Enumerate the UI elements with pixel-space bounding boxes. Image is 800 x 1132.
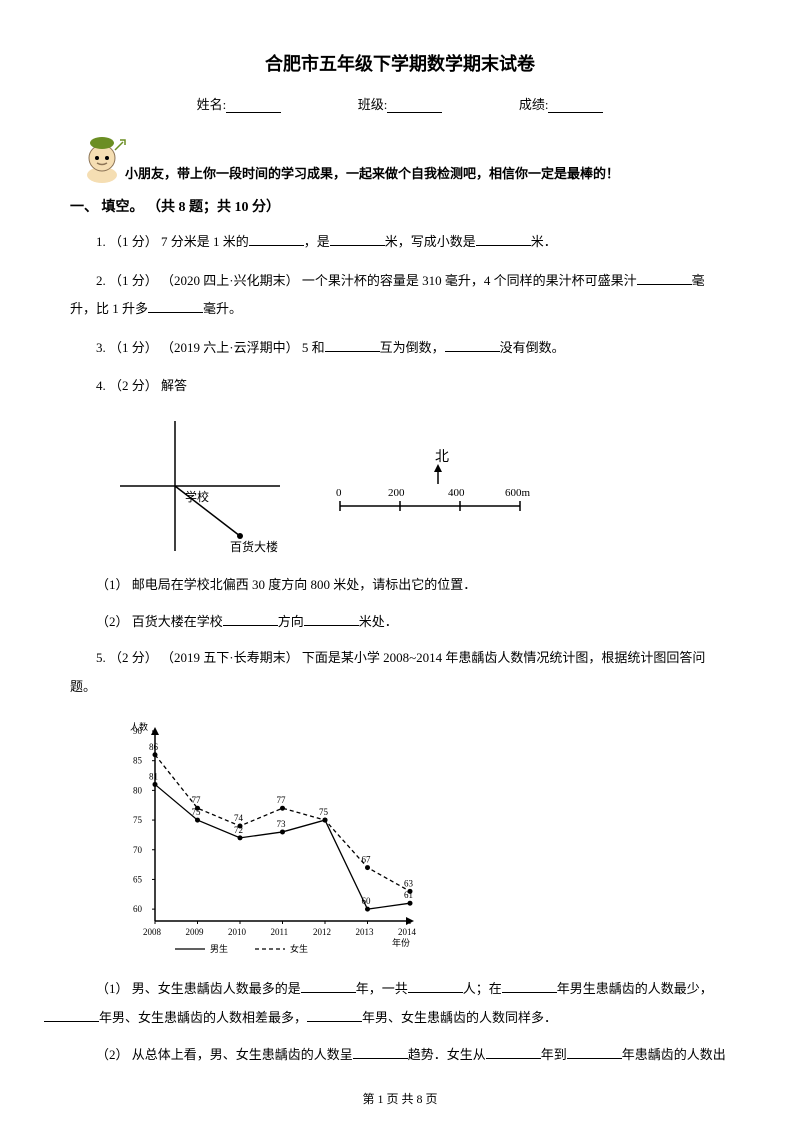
score-label: 成绩: (519, 97, 549, 112)
q5s2-blank-3[interactable] (567, 1046, 622, 1059)
question-2: 2. （1 分） （2020 四上·兴化期末） 一个果汁杯的容量是 310 毫升… (70, 267, 730, 324)
class-blank[interactable] (387, 99, 442, 113)
svg-text:77: 77 (277, 796, 287, 806)
svg-text:年份: 年份 (392, 937, 410, 948)
q4s2-blank-1[interactable] (223, 613, 278, 626)
q5s2-blank-2[interactable] (486, 1046, 541, 1059)
kid-cartoon-icon (75, 130, 130, 185)
q5s1-blank-2[interactable] (408, 980, 463, 993)
svg-text:75: 75 (133, 815, 143, 825)
svg-text:600m: 600m (505, 487, 531, 499)
q5-sub2: （2） 从总体上看，男、女生患龋齿的人数呈趋势．女生从年到年患龋齿的人数出 (70, 1041, 730, 1070)
svg-text:2010: 2010 (228, 927, 247, 937)
q2-blank-2[interactable] (148, 300, 203, 313)
section-heading: 一、 填空。 （共 8 题；共 10 分） (70, 196, 730, 216)
question-3: 3. （1 分） （2019 六上·云浮期中） 5 和互为倒数，没有倒数。 (70, 334, 730, 363)
q5s1-blank-5[interactable] (307, 1009, 362, 1022)
q1-blank-2[interactable] (330, 233, 385, 246)
svg-text:2013: 2013 (356, 927, 375, 937)
name-blank[interactable] (226, 99, 281, 113)
svg-text:200: 200 (388, 487, 405, 499)
svg-text:90: 90 (133, 726, 143, 736)
svg-text:72: 72 (234, 825, 243, 835)
q4-diagram-row: 学校 百货大楼 北 0 200 400 600m (110, 411, 730, 561)
line-chart: 人数年份606570758085902008200920102011201220… (110, 721, 420, 961)
svg-text:2009: 2009 (186, 927, 205, 937)
svg-text:2014: 2014 (398, 927, 417, 937)
scale-diagram: 北 0 200 400 600m (320, 446, 560, 526)
svg-text:0: 0 (336, 487, 342, 499)
page-footer: 第 1 页 共 8 页 (0, 1090, 800, 1107)
question-5: 5. （2 分） （2019 五下·长寿期末） 下面是某小学 2008~2014… (70, 644, 730, 701)
svg-text:2008: 2008 (143, 927, 162, 937)
score-blank[interactable] (548, 99, 603, 113)
question-4: 4. （2 分） 解答 (70, 372, 730, 401)
svg-text:75: 75 (192, 807, 202, 817)
q5-sub1: （1） 男、女生患龋齿人数最多的是年，一共人；在年男生患龋齿的人数最少，年男、女… (70, 975, 730, 1032)
class-label: 班级: (358, 97, 388, 112)
school-diagram: 学校 百货大楼 (110, 411, 290, 561)
q3-blank-1[interactable] (325, 339, 380, 352)
q1-blank-3[interactable] (476, 233, 531, 246)
svg-text:74: 74 (234, 813, 244, 823)
svg-text:80: 80 (133, 786, 143, 796)
svg-text:2011: 2011 (271, 927, 289, 937)
svg-text:男生: 男生 (210, 943, 228, 954)
q4s2-blank-2[interactable] (304, 613, 359, 626)
svg-text:85: 85 (133, 756, 143, 766)
q4-sub2: （2） 百货大楼在学校方向米处． (70, 608, 730, 637)
q2-blank-1[interactable] (637, 272, 692, 285)
svg-text:73: 73 (277, 819, 287, 829)
svg-text:70: 70 (133, 845, 143, 855)
svg-text:86: 86 (149, 742, 159, 752)
q4-sub1: （1） 邮电局在学校北偏西 30 度方向 800 米处，请标出它的位置． (70, 571, 730, 600)
svg-text:400: 400 (448, 487, 465, 499)
svg-text:61: 61 (404, 891, 413, 901)
svg-text:65: 65 (133, 875, 143, 885)
svg-text:81: 81 (149, 772, 158, 782)
svg-text:2012: 2012 (313, 927, 331, 937)
intro-text: 小朋友，带上你一段时间的学习成果，一起来做个自我检测吧，相信你一定是最棒的！ (125, 163, 730, 182)
q5s1-blank-4[interactable] (44, 1009, 99, 1022)
q3-blank-2[interactable] (445, 339, 500, 352)
student-info-line: 姓名: 班级: 成绩: (70, 94, 730, 113)
q5s1-blank-1[interactable] (301, 980, 356, 993)
svg-text:学校: 学校 (185, 489, 209, 504)
page-title: 合肥市五年级下学期数学期末试卷 (70, 50, 730, 76)
svg-text:百货大楼: 百货大楼 (230, 539, 278, 554)
svg-text:77: 77 (192, 796, 202, 806)
svg-text:60: 60 (362, 896, 372, 906)
q1-blank-1[interactable] (249, 233, 304, 246)
svg-text:75: 75 (319, 807, 329, 817)
svg-text:67: 67 (362, 855, 372, 865)
q5s2-blank-1[interactable] (353, 1046, 408, 1059)
svg-text:63: 63 (404, 879, 414, 889)
svg-text:北: 北 (435, 449, 449, 465)
name-label: 姓名: (197, 97, 227, 112)
q5s1-blank-3[interactable] (502, 980, 557, 993)
question-1: 1. （1 分） 7 分米是 1 米的，是米，写成小数是米． (70, 228, 730, 257)
svg-text:60: 60 (133, 904, 143, 914)
svg-text:女生: 女生 (290, 943, 308, 954)
